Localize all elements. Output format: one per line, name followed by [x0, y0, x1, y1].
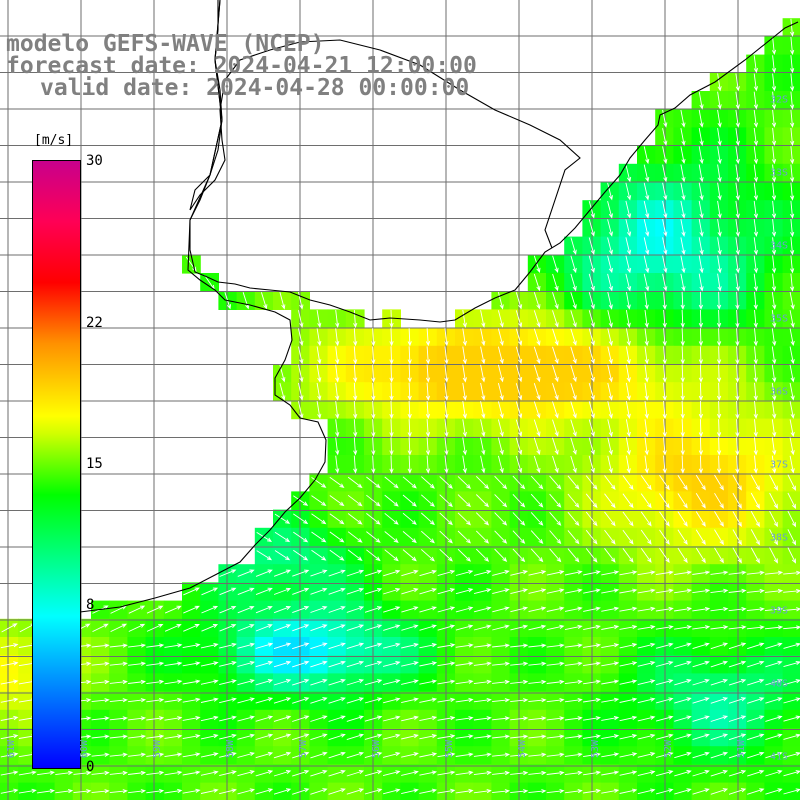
latitude-label: 34S — [770, 240, 789, 252]
latitude-label: 41S — [770, 751, 789, 763]
latitude-label: 36S — [770, 386, 789, 398]
latitude-label: 33S — [770, 167, 789, 179]
colorbar-unit: [m/s] — [34, 133, 74, 148]
colorbar-tick-label: 8 — [86, 597, 95, 614]
colorbar-tick-label: 15 — [86, 456, 103, 472]
colorbar-tick-label: 0 — [86, 759, 95, 775]
model-title: modelo GEFS-WAVE (NCEP) — [6, 31, 325, 57]
coastline — [39, 0, 799, 617]
longitude-label: 55W — [444, 740, 455, 759]
latitude-label: 39S — [770, 605, 789, 617]
colorbar-tick-label: 22 — [86, 314, 103, 331]
longitude-label: 56W — [371, 740, 382, 759]
longitude-label: 61W — [6, 740, 17, 759]
longitude-label: 60W — [79, 740, 90, 759]
latitude-label: 38S — [770, 532, 789, 544]
longitude-label: 57W — [298, 740, 309, 759]
colorbar — [32, 160, 81, 769]
latitude-label: 40S — [770, 678, 789, 690]
latitude-label: 32S — [770, 94, 789, 106]
longitude-label: 59W — [152, 740, 163, 759]
longitude-label: 52W — [663, 740, 674, 759]
forecast-date: forecast date: 2024-04-21 12:00:00 — [6, 53, 477, 79]
longitude-label: 51W — [736, 740, 747, 759]
latitude-label: 37S — [770, 459, 789, 471]
longitude-label: 58W — [225, 740, 236, 759]
colorbar-tick-label: 30 — [86, 153, 103, 169]
latitude-label: 35S — [770, 313, 789, 325]
valid-date: valid date: 2024-04-28 00:00:00 — [40, 75, 470, 101]
longitude-label: 53W — [590, 740, 601, 759]
longitude-label: 54W — [517, 740, 528, 759]
